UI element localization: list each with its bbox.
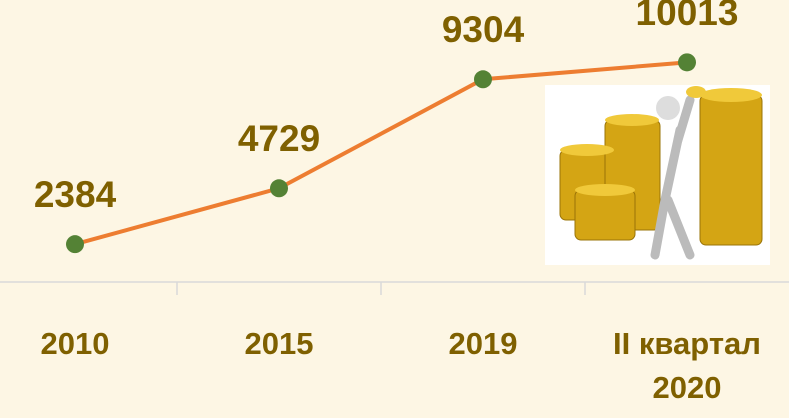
x-tick-label: II квартал 2020 [613, 326, 761, 405]
data-label: 4729 [237, 118, 321, 160]
data-point [474, 70, 492, 89]
data-point [270, 179, 288, 198]
x-tick-label: 2019 [448, 326, 518, 361]
data-point [678, 53, 696, 72]
x-separators [176, 282, 586, 295]
data-point [66, 235, 84, 254]
series-line [74, 60, 688, 247]
coins-illustration [545, 85, 770, 265]
data-label: 10013 [635, 0, 739, 34]
data-label: 2384 [33, 174, 117, 216]
data-label: 9304 [441, 9, 525, 51]
x-tick-label: 2010 [40, 326, 110, 361]
x-tick-label: 2015 [244, 326, 314, 361]
